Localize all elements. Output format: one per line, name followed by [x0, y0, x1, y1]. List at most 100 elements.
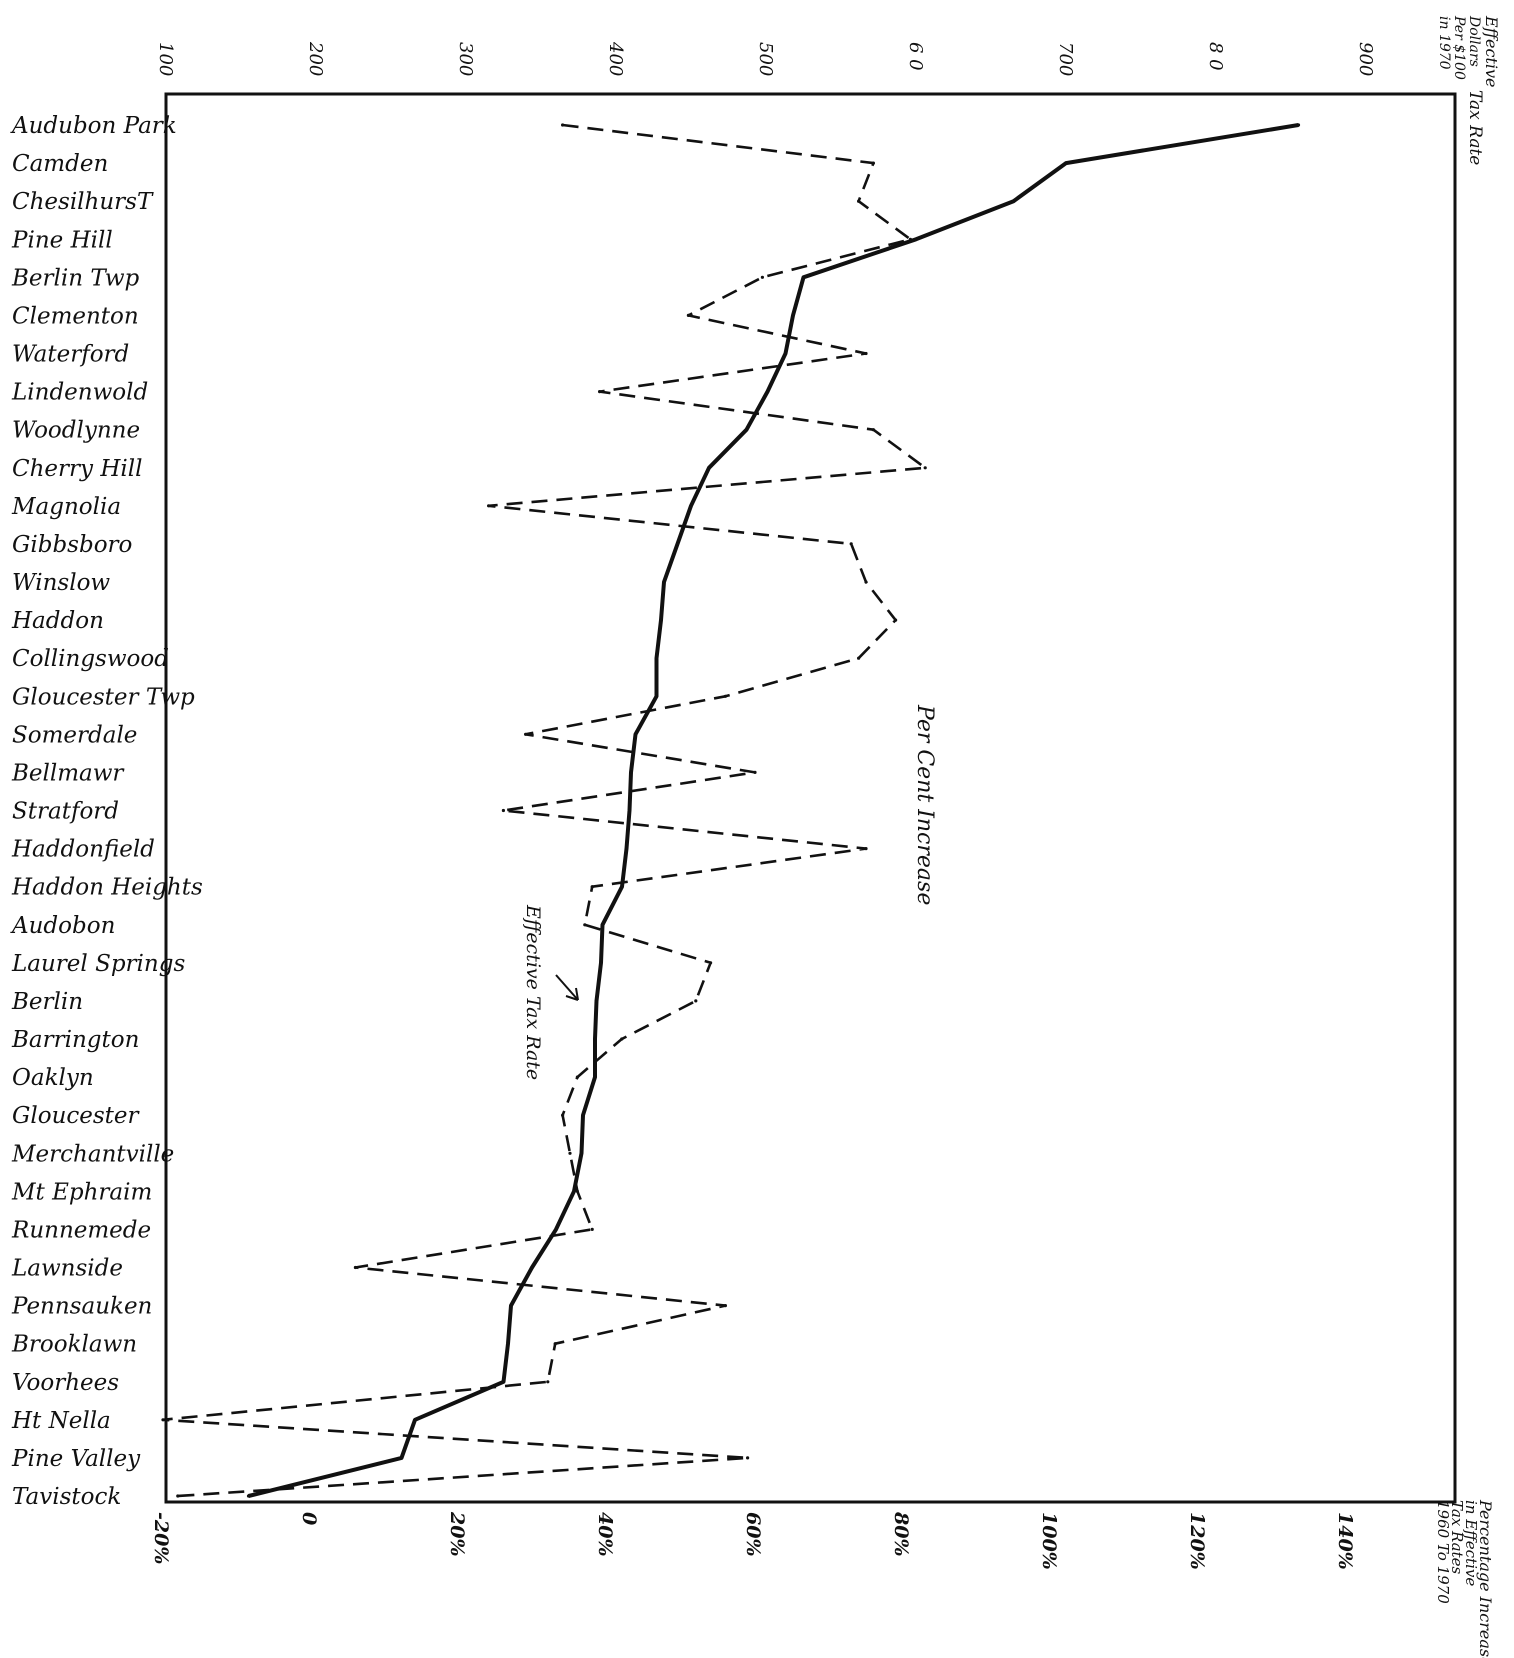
series-point-effective_tax_rate: [579, 1151, 584, 1155]
series-point-effective_tax_rate: [594, 999, 599, 1003]
series-point-effective_tax_rate: [1064, 161, 1068, 165]
top-axis-title-line: Dollars: [1466, 15, 1482, 67]
bottom-axis-title-line: Tax Rates: [1448, 1500, 1466, 1574]
series-point-percent_increase: [923, 466, 927, 470]
series-point-effective_tax_rate: [783, 351, 788, 356]
annotation-per-cent-increase: Per Cent Increase: [912, 704, 937, 905]
series-point-effective_tax_rate: [624, 847, 629, 851]
series-point-effective_tax_rate: [501, 1380, 506, 1384]
series-point-percent_increase: [864, 847, 868, 851]
series-point-percent_increase: [353, 1265, 357, 1270]
category-label: Haddonfield: [11, 837, 155, 863]
series-point-percent_increase: [894, 618, 898, 622]
category-label: Pine Valley: [11, 1446, 141, 1472]
series-point-percent_increase: [161, 1418, 165, 1422]
series-point-percent_increase: [871, 428, 876, 432]
top-axis-ticks: 100 200 300 400 500 6 0 700 8 0 900: [155, 41, 1376, 76]
bottom-tick-label: -20%: [150, 1512, 172, 1564]
series-point-effective_tax_rate: [572, 1189, 576, 1193]
series-point-effective_tax_rate: [633, 732, 638, 736]
series-point-percent_increase: [575, 1189, 580, 1193]
series-point-percent_increase: [857, 199, 861, 203]
series-point-effective_tax_rate: [620, 885, 624, 889]
series-point-effective_tax_rate: [654, 694, 659, 698]
series-point-effective_tax_rate: [675, 542, 680, 546]
category-label: Gibbsboro: [12, 532, 132, 558]
annotation-effective-tax-rate: Effective Tax Rate: [522, 904, 544, 1080]
category-label: Berlin Twp: [11, 265, 140, 291]
bottom-axis-title-line: Percentage Increase: [1476, 1499, 1495, 1658]
series-point-effective_tax_rate: [801, 275, 806, 279]
series-line-percent_increase: [161, 123, 927, 1498]
category-label: Lindenwold: [11, 380, 148, 406]
series-point-percent_increase: [598, 390, 602, 394]
category-label: Oaklyn: [12, 1065, 94, 1091]
top-tick-label: 500: [755, 42, 776, 76]
series-point-percent_increase: [553, 1342, 557, 1346]
category-label: Pine Hill: [11, 227, 113, 253]
category-label: Ht Nella: [11, 1408, 111, 1434]
series-point-effective_tax_rate: [629, 770, 633, 775]
category-label: Clementon: [12, 303, 139, 329]
series-point-percent_increase: [176, 1494, 180, 1498]
bottom-tick-label: 120%: [1186, 1512, 1208, 1570]
bottom-axis-ticks: -20% 0 20% 40% 60% 80% 100% 120% 140%: [150, 1511, 1356, 1570]
category-label: Barrington: [11, 1027, 139, 1053]
series-lines: [161, 123, 1301, 1498]
bottom-tick-label: 40%: [594, 1512, 616, 1557]
category-label: Laurel Springs: [11, 951, 185, 977]
category-label: Audubon Park: [10, 113, 177, 139]
series-point-effective_tax_rate: [246, 1494, 251, 1498]
top-tick-label: 700: [1055, 42, 1076, 76]
bottom-axis-title-line: in Effective: [1462, 1500, 1480, 1586]
series-point-effective_tax_rate: [506, 1342, 510, 1346]
series-point-percent_increase: [760, 275, 765, 279]
top-tick-label: 6 0: [905, 42, 926, 71]
series-point-percent_increase: [561, 1113, 565, 1117]
top-tick-label: 8 0: [1205, 42, 1226, 71]
series-point-percent_increase: [723, 694, 728, 698]
series-point-percent_increase: [583, 923, 587, 927]
series-point-percent_increase: [864, 580, 868, 584]
bottom-tick-label: 100%: [1038, 1512, 1060, 1570]
series-point-effective_tax_rate: [530, 1265, 534, 1270]
series-point-effective_tax_rate: [593, 1037, 597, 1041]
category-label: Gloucester Twp: [12, 684, 195, 710]
series-point-percent_increase: [686, 313, 691, 317]
series-point-percent_increase: [590, 885, 594, 889]
series-point-effective_tax_rate: [593, 1075, 597, 1079]
top-axis-title-line: Effective: [1482, 15, 1501, 88]
series-point-percent_increase: [501, 808, 505, 813]
top-tick-label: 100: [155, 42, 176, 76]
bottom-tick-label: 80%: [890, 1511, 912, 1557]
category-label: Waterford: [12, 342, 129, 368]
bottom-tick-label: 140%: [1334, 1512, 1356, 1570]
series-point-percent_increase: [620, 1037, 624, 1041]
series-point-percent_increase: [590, 1227, 594, 1231]
category-label: Tavistock: [12, 1484, 121, 1510]
series-point-effective_tax_rate: [744, 428, 749, 432]
series-point-effective_tax_rate: [509, 1304, 513, 1308]
series-point-effective_tax_rate: [399, 1456, 404, 1460]
series-point-effective_tax_rate: [581, 1113, 585, 1117]
category-label: Camden: [12, 151, 108, 177]
series-point-percent_increase: [561, 123, 565, 127]
plot-frame: [164, 92, 1457, 1504]
series-point-percent_increase: [857, 656, 861, 660]
series-point-effective_tax_rate: [413, 1418, 417, 1422]
series-point-effective_tax_rate: [659, 618, 663, 622]
series-point-percent_increase: [849, 542, 853, 546]
series-point-percent_increase: [694, 999, 698, 1003]
bottom-tick-label: 0: [298, 1512, 320, 1525]
category-label: Stratford: [12, 799, 119, 825]
series-point-percent_increase: [575, 1075, 580, 1079]
category-label: Brooklawn: [11, 1332, 137, 1358]
series-line-effective_tax_rate: [248, 123, 1299, 1498]
top-axis-title-line: Per $100: [1451, 15, 1467, 80]
series-point-percent_increase: [871, 161, 876, 165]
series-point-percent_increase: [709, 961, 713, 965]
series-point-effective_tax_rate: [1296, 123, 1301, 127]
category-label: Mt Ephraim: [11, 1179, 152, 1205]
